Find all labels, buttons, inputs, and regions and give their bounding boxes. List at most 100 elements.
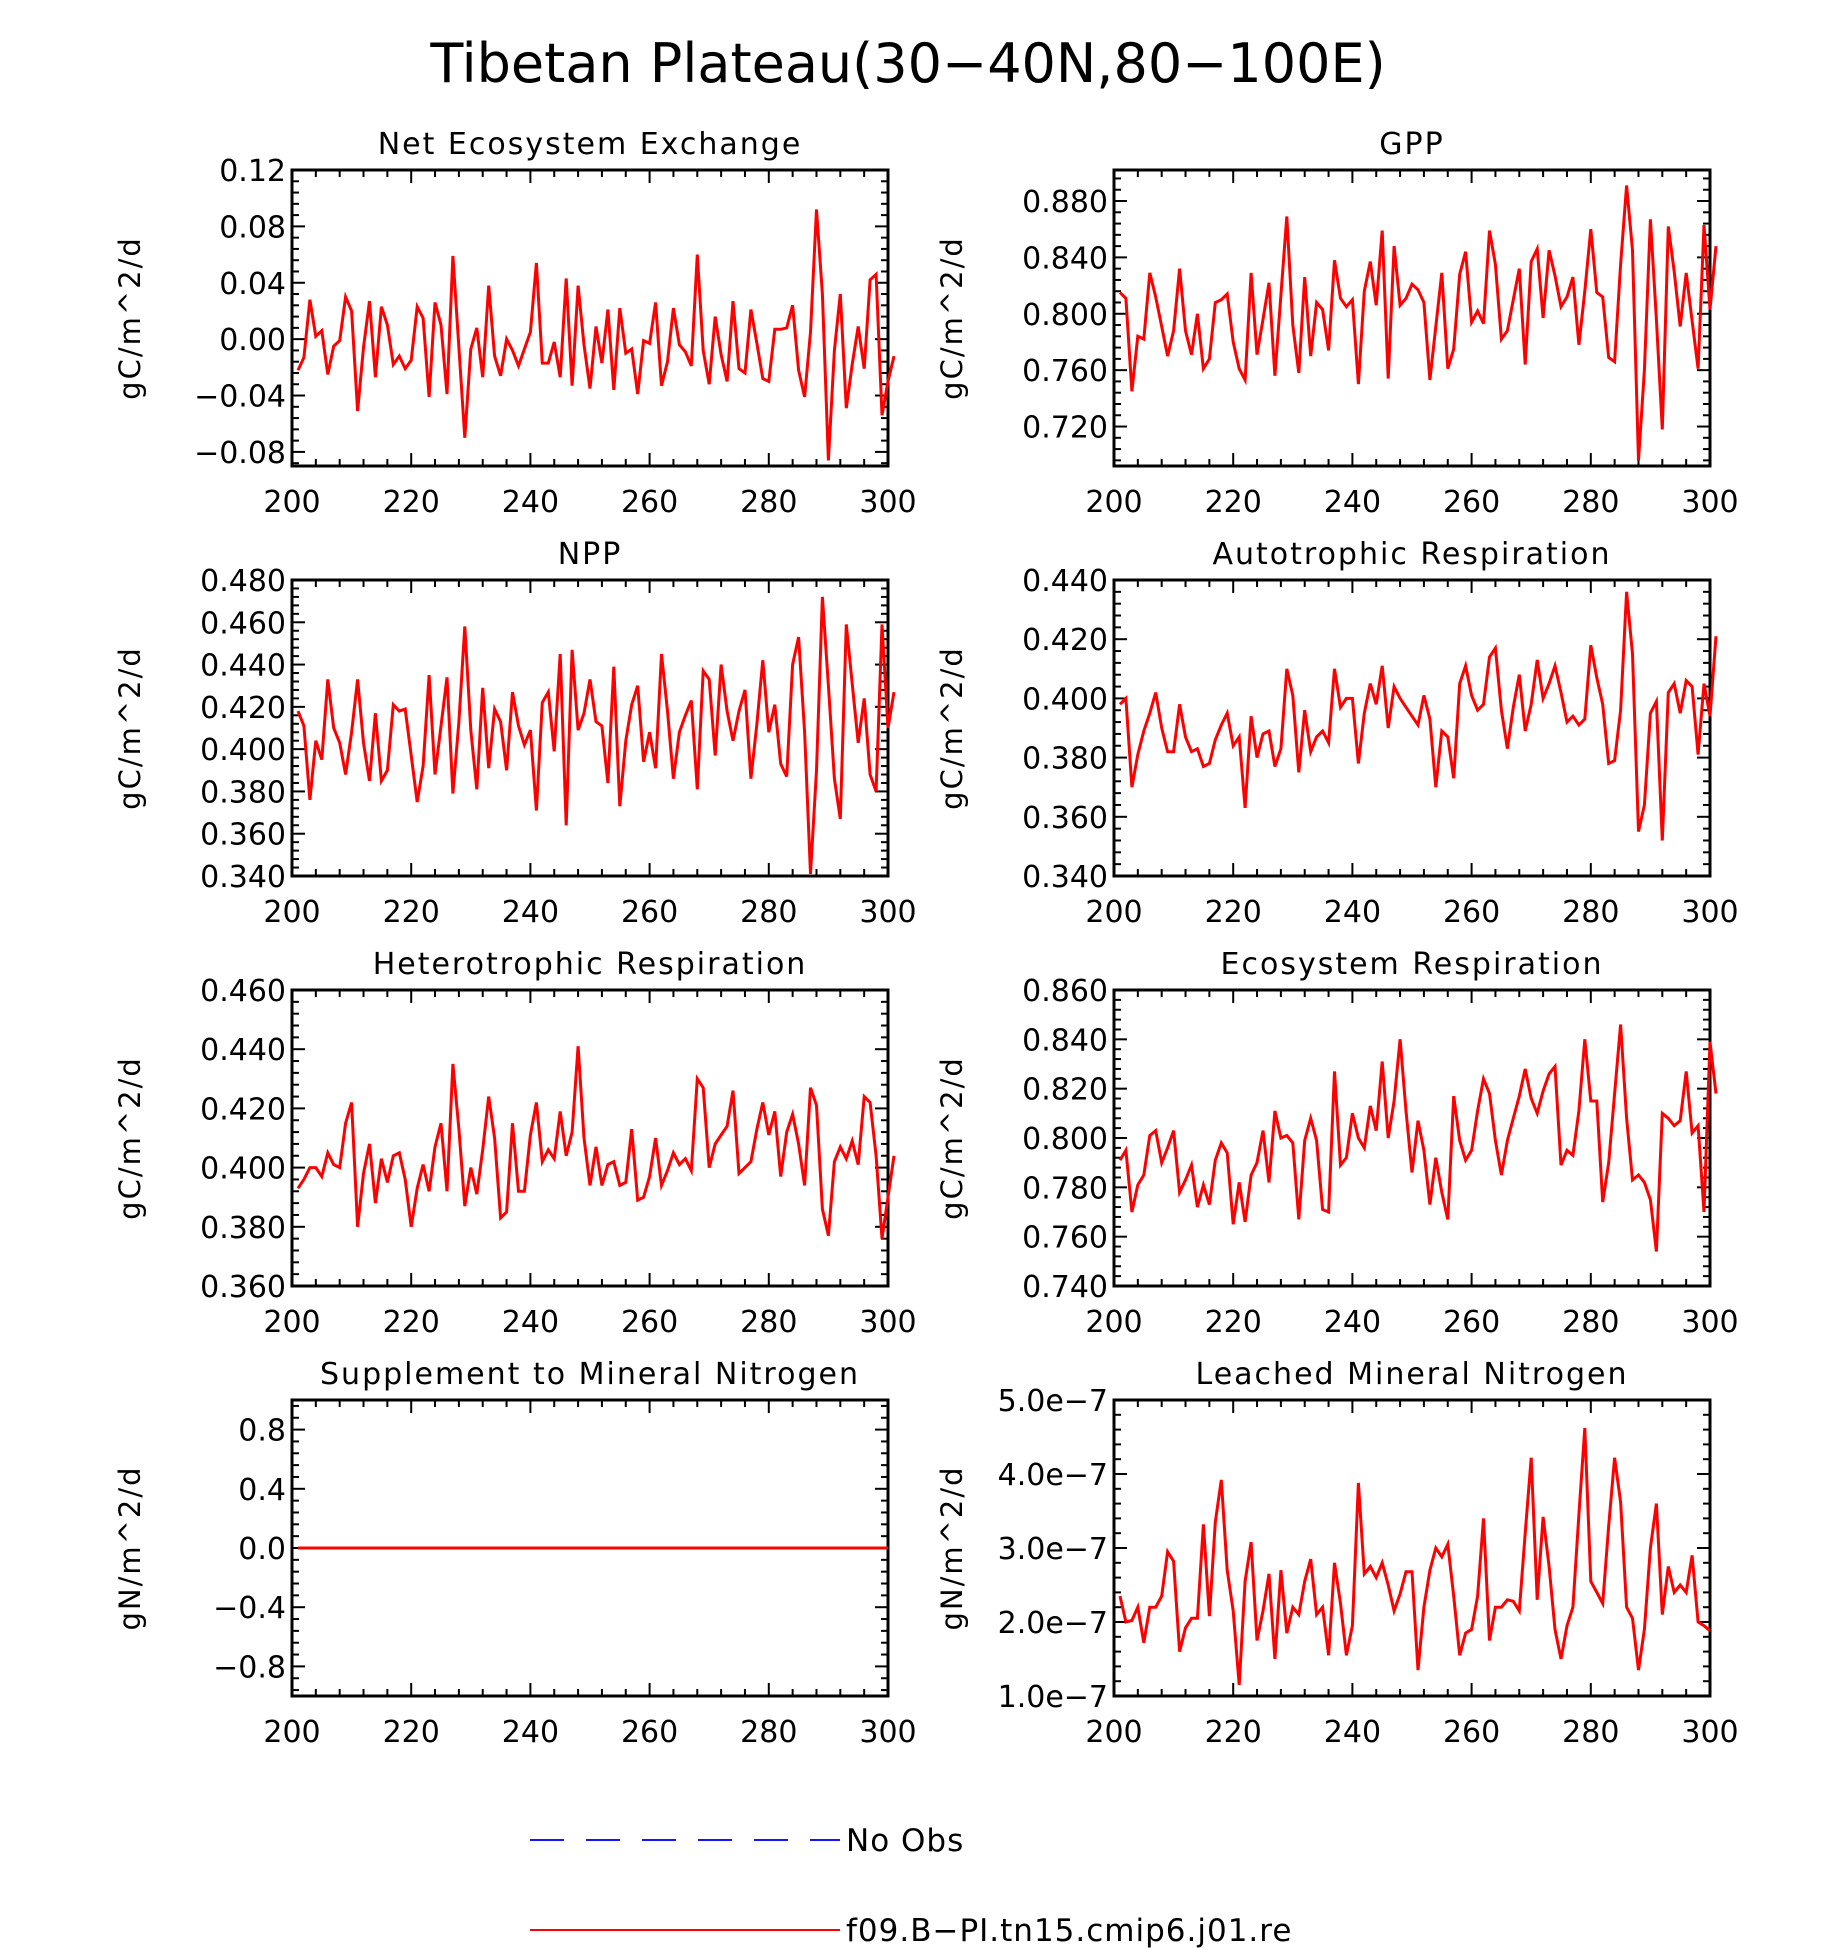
y-tick-label: 0.380 [1022,742,1108,777]
panel-gpp: GPP 200 220 240 260 280 300 0.720 0.760 0.800 0.84… [935,127,1739,520]
x-tick-label: 200 [263,1305,320,1340]
y-tick-label: 0.0 [238,1532,286,1567]
y-tick-label: 0.840 [1022,1023,1108,1058]
y-tick-label: 0.12 [219,154,286,189]
y-tick-label: 0.4 [238,1473,286,1508]
y-tick-label: 0.780 [1022,1171,1108,1206]
x-tick-label: 280 [1562,1715,1619,1750]
x-tick-label: 280 [740,1715,797,1750]
panel-title: GPP [1379,127,1444,162]
panel-supplement-to-mineral-nitrogen: Supplement to Mineral Nitrogen 200 220 240 2… [113,1357,917,1750]
plot-frame [1112,1398,1712,1698]
panel-title: Heterotrophic Respiration [373,947,808,982]
panel-title: Autotrophic Respiration [1212,537,1611,572]
x-tick-label: 300 [1681,1305,1738,1340]
x-tick-label: 260 [1443,485,1500,520]
x-tick-label: 260 [1443,1715,1500,1750]
series-line-gpp [1118,185,1718,461]
y-axis-label: gC/m^2/d [935,236,969,400]
plot-frame [290,578,890,878]
y-tick-label: 5.0e−7 [998,1384,1108,1419]
y-tick-label: 0.420 [200,1092,286,1127]
y-tick-label: 1.0e−7 [998,1680,1108,1715]
panel-title: Net Ecosystem Exchange [378,127,803,162]
y-tick-label: 0.380 [200,1211,286,1246]
y-tick-label: 0.360 [200,818,286,853]
y-axis-label: gN/m^2/d [935,1465,969,1630]
y-tick-label: 0.340 [200,860,286,895]
y-tick-label: 0.740 [1022,1270,1108,1305]
y-tick-label: 0.420 [1022,623,1108,658]
y-axis-label: gN/m^2/d [113,1465,147,1630]
x-tick-label: 240 [502,485,559,520]
y-axis-label: gC/m^2/d [113,236,147,400]
x-tick-label: 260 [621,485,678,520]
plot-frame [1112,578,1712,878]
panel-title: NPP [558,537,623,572]
panel-net-ecosystem-exchange: Net Ecosystem Exchange 200 220 240 260 280 300… [113,127,917,520]
x-tick-label: 260 [1443,895,1500,930]
panel-autotrophic-respiration: Autotrophic Respiration 200 220 240 260 280 30… [935,537,1739,930]
y-tick-label: 0.760 [1022,354,1108,389]
y-tick-label: −0.4 [213,1591,286,1626]
y-tick-label: 4.0e−7 [998,1458,1108,1493]
x-tick-label: 280 [740,485,797,520]
x-tick-label: 240 [1324,1715,1381,1750]
x-tick-label: 240 [1324,1305,1381,1340]
y-tick-label: 0.00 [219,323,286,358]
x-tick-label: 240 [502,895,559,930]
y-tick-label: 0.360 [1022,801,1108,836]
panel-npp: NPP 200 220 240 260 280 300 0.340 0.360 0.380 0.40… [113,537,917,930]
x-tick-label: 220 [1205,1715,1262,1750]
x-tick-label: 300 [1681,485,1738,520]
plot-frame [290,168,890,468]
y-tick-label: 0.820 [1022,1073,1108,1108]
panel-heterotrophic-respiration: Heterotrophic Respiration 200 220 240 260 280… [113,947,917,1340]
x-tick-label: 300 [859,1715,916,1750]
x-tick-label: 220 [383,895,440,930]
legend-label-no-obs: No Obs [846,1823,964,1859]
x-tick-label: 240 [502,1715,559,1750]
x-tick-label: 260 [1443,1305,1500,1340]
y-tick-label: 3.0e−7 [998,1532,1108,1567]
y-tick-label: 0.860 [1022,974,1108,1009]
panel-title: Supplement to Mineral Nitrogen [320,1357,860,1392]
series-line-autotrophic-respiration [1118,591,1718,841]
x-tick-label: 280 [740,1305,797,1340]
y-tick-label: 2.0e−7 [998,1606,1108,1641]
y-tick-label: 0.04 [219,267,286,302]
x-tick-label: 300 [859,1305,916,1340]
y-tick-label: 0.460 [200,974,286,1009]
y-tick-label: 0.880 [1022,185,1108,220]
panel-title: Leached Mineral Nitrogen [1196,1357,1629,1392]
x-tick-label: 240 [1324,485,1381,520]
y-tick-label: 0.800 [1022,1122,1108,1157]
x-tick-label: 220 [1205,485,1262,520]
x-tick-label: 200 [263,485,320,520]
legend: No Obs f09.B−PI.tn15.cmip6.j01.re [530,1823,1291,1948]
y-tick-label: 0.460 [200,606,286,641]
x-tick-label: 200 [1085,485,1142,520]
x-tick-label: 220 [383,1305,440,1340]
x-tick-label: 220 [1205,895,1262,930]
y-tick-label: 0.08 [219,210,286,245]
panel-leached-mineral-nitrogen: Leached Mineral Nitrogen 200 220 240 260 280 3… [935,1357,1739,1750]
plot-frame [290,988,890,1288]
figure-title: Tibetan Plateau(30−40N,80−100E) [429,32,1385,95]
series-line-leached-mineral-nitrogen [1118,1427,1711,1686]
x-tick-label: 280 [1562,485,1619,520]
y-axis-label: gC/m^2/d [935,646,969,810]
y-tick-label: 0.8 [238,1414,286,1449]
series-line-heterotrophic-respiration [296,1046,896,1239]
y-axis-label: gC/m^2/d [113,1056,147,1220]
y-tick-label: 0.840 [1022,241,1108,276]
chart-panels: Net Ecosystem Exchange 200 220 240 260 280 300… [113,127,1739,1750]
y-tick-label: 0.440 [200,649,286,684]
x-tick-label: 200 [263,895,320,930]
series-line-net-ecosystem-exchange [296,209,896,461]
x-tick-label: 200 [263,1715,320,1750]
panel-title: Ecosystem Respiration [1221,947,1604,982]
y-tick-label: 0.380 [200,775,286,810]
y-tick-label: 0.360 [200,1270,286,1305]
y-tick-label: −0.04 [194,380,286,415]
